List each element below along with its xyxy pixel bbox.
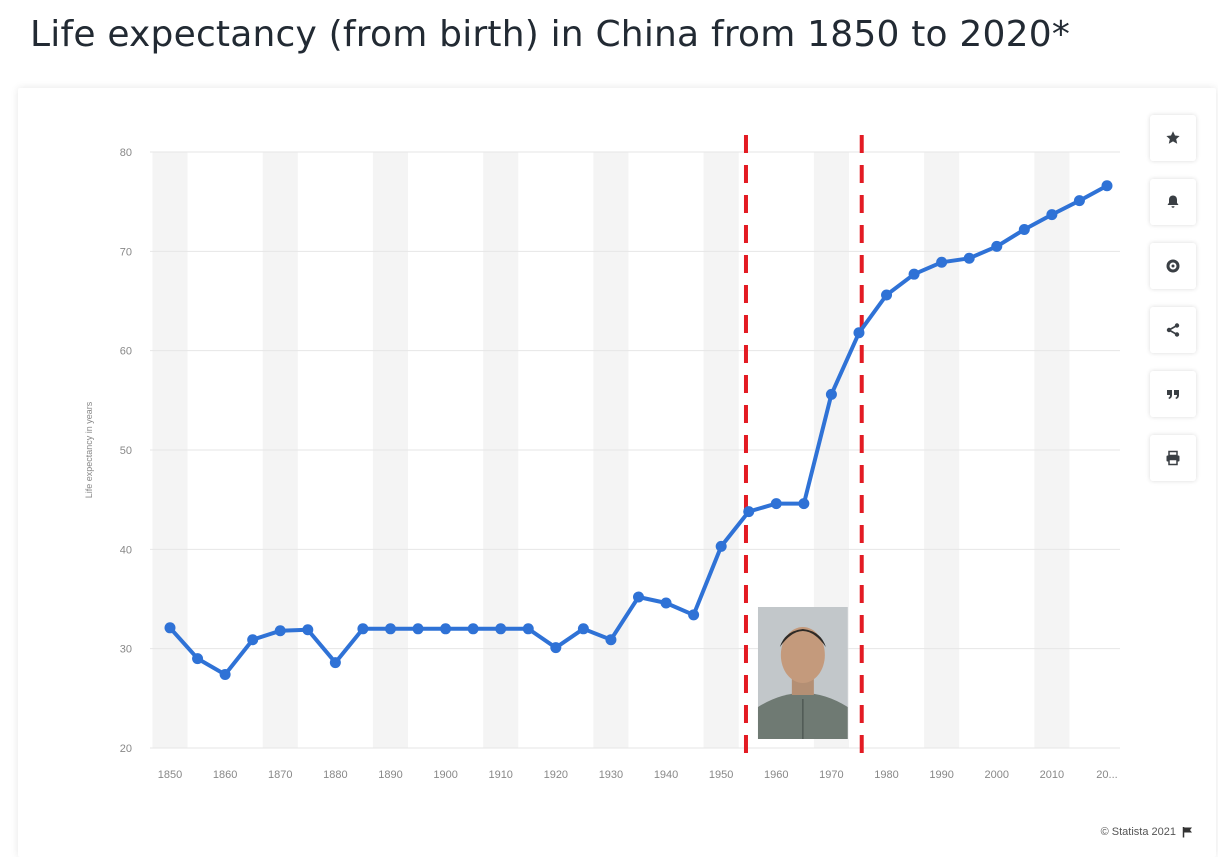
y-axis-label: Life expectancy in years <box>84 401 94 498</box>
share-button[interactable] <box>1150 307 1196 353</box>
x-tick-label: 1950 <box>709 769 733 781</box>
data-point <box>688 609 700 621</box>
y-tick-label: 50 <box>120 445 132 457</box>
x-tick-label: 1970 <box>819 769 843 781</box>
x-tick-label: 1910 <box>488 769 512 781</box>
data-point <box>384 623 396 635</box>
chart-toolbar <box>1150 115 1200 499</box>
y-tick-label: 70 <box>120 246 132 258</box>
data-point <box>881 289 893 301</box>
data-point <box>936 256 948 268</box>
y-tick-label: 20 <box>120 743 132 755</box>
x-tick-label: 1990 <box>929 769 953 781</box>
y-tick-label: 40 <box>120 544 132 556</box>
portrait-image <box>757 607 848 739</box>
print-icon <box>1166 450 1180 466</box>
x-tick-label: 1850 <box>158 769 182 781</box>
data-point <box>412 623 424 635</box>
y-tick-label: 60 <box>120 346 132 358</box>
data-point <box>1101 180 1113 192</box>
data-point <box>743 506 755 518</box>
cite-button[interactable] <box>1150 371 1196 417</box>
x-tick-label: 1890 <box>378 769 402 781</box>
x-tick-label: 1900 <box>433 769 457 781</box>
data-point <box>495 623 507 635</box>
data-point <box>440 623 452 635</box>
x-tick-label: 1940 <box>654 769 678 781</box>
x-tick-label: 1920 <box>544 769 568 781</box>
data-point <box>853 327 865 339</box>
data-point <box>329 657 341 669</box>
data-point <box>577 623 589 635</box>
y-tick-label: 80 <box>120 147 132 159</box>
data-point <box>357 623 369 635</box>
data-point <box>908 268 920 280</box>
data-point <box>963 252 975 264</box>
x-tick-label: 1860 <box>213 769 237 781</box>
data-point <box>1018 223 1030 235</box>
bell-icon <box>1167 195 1179 208</box>
data-point <box>770 498 782 510</box>
notification-button[interactable] <box>1150 179 1196 225</box>
data-point <box>274 625 286 637</box>
star-icon <box>1166 131 1180 144</box>
settings-button[interactable] <box>1150 243 1196 289</box>
data-point <box>605 634 617 646</box>
credit-text: © Statista 2021 <box>1100 826 1176 838</box>
x-tick-label: 1880 <box>323 769 347 781</box>
x-tick-label: 1980 <box>874 769 898 781</box>
data-point <box>825 388 837 400</box>
y-tick-label: 30 <box>120 644 132 656</box>
data-point <box>219 668 231 680</box>
x-tick-label: 1930 <box>599 769 623 781</box>
data-point <box>550 642 562 654</box>
data-point <box>302 624 314 636</box>
data-point <box>660 597 672 609</box>
gear-icon <box>1166 259 1180 273</box>
data-point <box>991 240 1003 252</box>
print-button[interactable] <box>1150 435 1196 481</box>
x-tick-label: 2010 <box>1040 769 1064 781</box>
data-point <box>633 591 644 603</box>
data-point <box>164 622 176 634</box>
data-point <box>1046 209 1058 221</box>
data-point <box>522 623 534 635</box>
statista-credit[interactable]: © Statista 2021 <box>1101 826 1194 838</box>
quote-icon <box>1167 390 1179 399</box>
data-point <box>467 623 479 635</box>
x-tick-label: 1960 <box>764 769 788 781</box>
x-tick-label: 2000 <box>985 769 1009 781</box>
flag-icon <box>1182 827 1192 838</box>
x-tick-label: 1870 <box>268 769 292 781</box>
x-tick-label: 20... <box>1096 769 1117 781</box>
data-point <box>715 540 727 552</box>
data-point <box>247 634 259 646</box>
favorite-button[interactable] <box>1150 115 1196 161</box>
data-point <box>1073 195 1085 207</box>
data-point <box>192 653 204 665</box>
share-icon <box>1166 323 1180 337</box>
chart-title: Life expectancy (from birth) in China fr… <box>30 14 1071 55</box>
data-point <box>798 498 810 510</box>
